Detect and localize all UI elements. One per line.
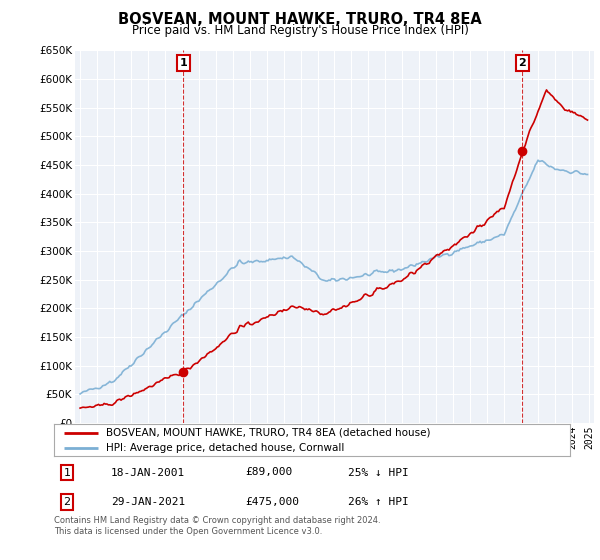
Text: HPI: Average price, detached house, Cornwall: HPI: Average price, detached house, Corn… (106, 442, 344, 452)
Text: Contains HM Land Registry data © Crown copyright and database right 2024.
This d: Contains HM Land Registry data © Crown c… (54, 516, 380, 536)
Text: 18-JAN-2001: 18-JAN-2001 (111, 468, 185, 478)
Text: 2: 2 (518, 58, 526, 68)
Text: £89,000: £89,000 (245, 468, 292, 478)
Text: 25% ↓ HPI: 25% ↓ HPI (348, 468, 409, 478)
Text: Price paid vs. HM Land Registry's House Price Index (HPI): Price paid vs. HM Land Registry's House … (131, 24, 469, 36)
Text: 2: 2 (64, 497, 70, 507)
Text: BOSVEAN, MOUNT HAWKE, TRURO, TR4 8EA: BOSVEAN, MOUNT HAWKE, TRURO, TR4 8EA (118, 12, 482, 27)
Text: BOSVEAN, MOUNT HAWKE, TRURO, TR4 8EA (detached house): BOSVEAN, MOUNT HAWKE, TRURO, TR4 8EA (de… (106, 428, 430, 438)
Text: 1: 1 (64, 468, 70, 478)
Text: 1: 1 (179, 58, 187, 68)
Text: 26% ↑ HPI: 26% ↑ HPI (348, 497, 409, 507)
Text: 29-JAN-2021: 29-JAN-2021 (111, 497, 185, 507)
Text: £475,000: £475,000 (245, 497, 299, 507)
